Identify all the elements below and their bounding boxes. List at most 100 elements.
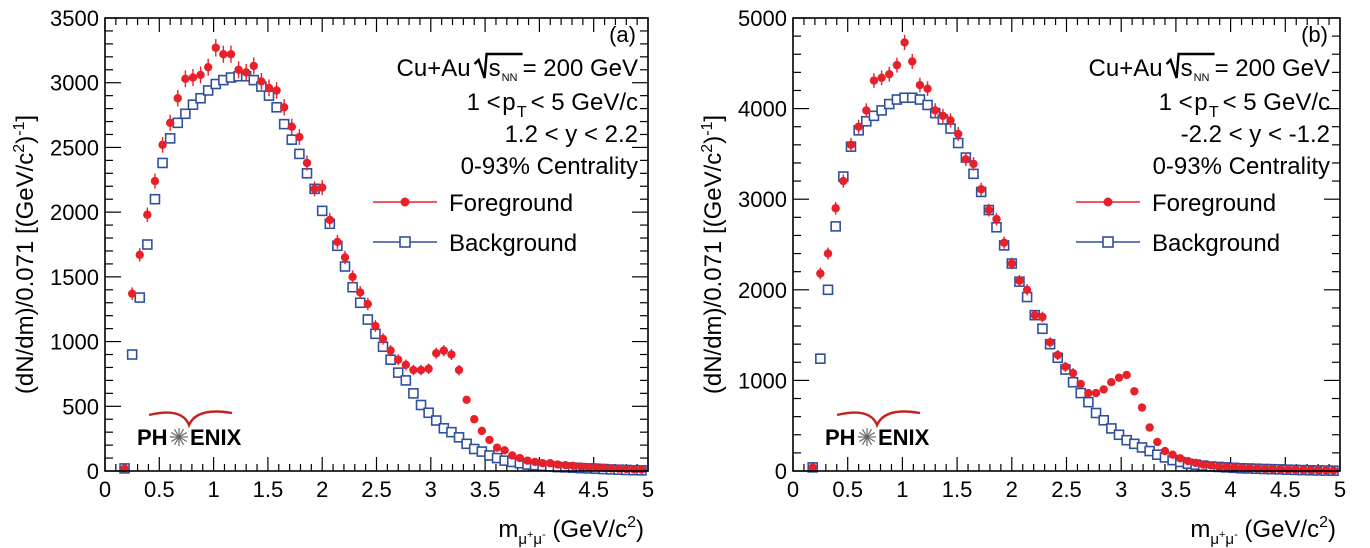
y-tick-label: 2000 <box>738 278 787 303</box>
background-point <box>286 134 298 145</box>
centrality-label-a: 0-93% Centrality <box>461 153 638 180</box>
background-point <box>278 118 290 130</box>
foreground-point <box>515 453 525 463</box>
foreground-point <box>173 94 182 103</box>
y-tick-label: 2500 <box>50 135 99 160</box>
foreground-point <box>340 253 350 262</box>
y-tick-label: 0 <box>775 459 787 484</box>
foreground-point <box>249 61 258 71</box>
foreground-point <box>599 463 608 472</box>
background-point <box>1083 396 1094 408</box>
plot-area-b <box>792 17 1341 476</box>
y-tick-label: 3000 <box>50 71 99 96</box>
foreground-point <box>969 159 978 169</box>
foreground-point <box>485 435 494 445</box>
foreground-point <box>637 465 646 474</box>
foreground-point <box>839 176 848 186</box>
foreground-point <box>953 129 963 139</box>
foreground-point <box>568 461 578 471</box>
foreground-point <box>310 184 319 194</box>
y-range-a: 1.2 < y < 2.2 <box>505 121 638 148</box>
x-tick-label: 1 <box>896 477 908 502</box>
starburst-icon <box>170 428 188 446</box>
x-tick-label: 1.5 <box>942 477 973 502</box>
foreground-point <box>203 62 213 72</box>
background-point <box>430 415 442 426</box>
foreground-point <box>1206 461 1216 470</box>
background-point <box>423 407 434 419</box>
background-point <box>294 148 305 160</box>
x-tick-label: 3.5 <box>1161 477 1192 502</box>
phenix-logo-text: PH <box>825 425 856 450</box>
foreground-point <box>1015 276 1024 285</box>
foreground-point <box>892 60 902 70</box>
foreground-point <box>348 272 357 282</box>
background-point <box>180 108 191 120</box>
foreground-point <box>1199 460 1208 469</box>
centrality-label-b: 0-93% Centrality <box>1153 153 1330 180</box>
background-point <box>453 432 465 443</box>
sqrt-sign <box>1165 52 1215 79</box>
pt-subscript: T <box>517 104 527 121</box>
foreground-point <box>211 43 220 52</box>
foreground-point <box>877 73 886 82</box>
foreground-point <box>908 57 917 66</box>
legend-foreground-b: Foreground <box>1076 190 1276 217</box>
x-tick-label: 2 <box>1006 477 1018 502</box>
foreground-point <box>492 443 502 452</box>
background-point <box>149 193 161 205</box>
foreground-point <box>823 249 833 258</box>
foreground-point <box>629 465 639 474</box>
foreground-point <box>584 462 593 472</box>
foreground-point <box>318 183 327 192</box>
foreground-point <box>1137 403 1147 412</box>
x-tick-label: 2.5 <box>1051 477 1082 502</box>
y-axis-title-text: (dN/dm)/0.071 [(GeV/c2)-1] <box>11 115 39 394</box>
background-point <box>316 205 328 217</box>
legend-background-label-a: Background <box>449 230 577 257</box>
foreground-point <box>181 74 190 84</box>
foreground-point <box>424 364 433 373</box>
foreground-point <box>576 462 585 471</box>
foreground-point <box>561 460 570 470</box>
foreground-point <box>538 459 547 468</box>
panel-label-a: (a) <box>609 22 636 47</box>
foreground-point <box>546 459 555 468</box>
background-point <box>822 284 834 296</box>
legend-foreground-a: Foreground <box>373 190 573 217</box>
phoenix-wings-icon <box>148 410 233 429</box>
foreground-point <box>477 426 487 436</box>
foreground-point <box>158 140 167 150</box>
background-point <box>830 221 841 232</box>
foreground-point <box>915 80 925 90</box>
y-tick-label: 500 <box>62 394 99 419</box>
foreground-point <box>1183 456 1193 466</box>
foreground-point <box>143 210 152 219</box>
foreground-point <box>923 84 932 93</box>
s-symbol: s <box>1181 55 1193 82</box>
background-point <box>172 117 184 129</box>
background-point <box>126 349 138 360</box>
foreground-point <box>984 205 994 215</box>
background-point <box>1090 407 1102 419</box>
x-tick-label: 0.5 <box>144 477 175 502</box>
x-tick-label: 0 <box>99 477 111 502</box>
foreground-point <box>591 463 601 472</box>
legend-foreground-label-a: Foreground <box>449 190 573 217</box>
foreground-point <box>135 250 144 260</box>
foreground-point <box>1160 446 1170 456</box>
legend-foreground-label-b: Foreground <box>1152 190 1276 217</box>
pt-lower: 1 < <box>1159 89 1193 116</box>
foreground-point <box>1107 378 1116 387</box>
plot-area-a <box>104 17 649 476</box>
sqrt-s-nn-b: s NN <box>1165 52 1215 84</box>
foreground-point <box>150 176 160 186</box>
x-tick-label: 1.5 <box>253 477 284 502</box>
foreground-point <box>831 204 840 213</box>
foreground-point <box>1306 465 1315 475</box>
background-point <box>195 92 206 104</box>
background-point <box>1067 376 1079 388</box>
x-tick-label: 3.5 <box>470 477 501 502</box>
sqrt-s-nn-a: s NN <box>473 52 523 84</box>
